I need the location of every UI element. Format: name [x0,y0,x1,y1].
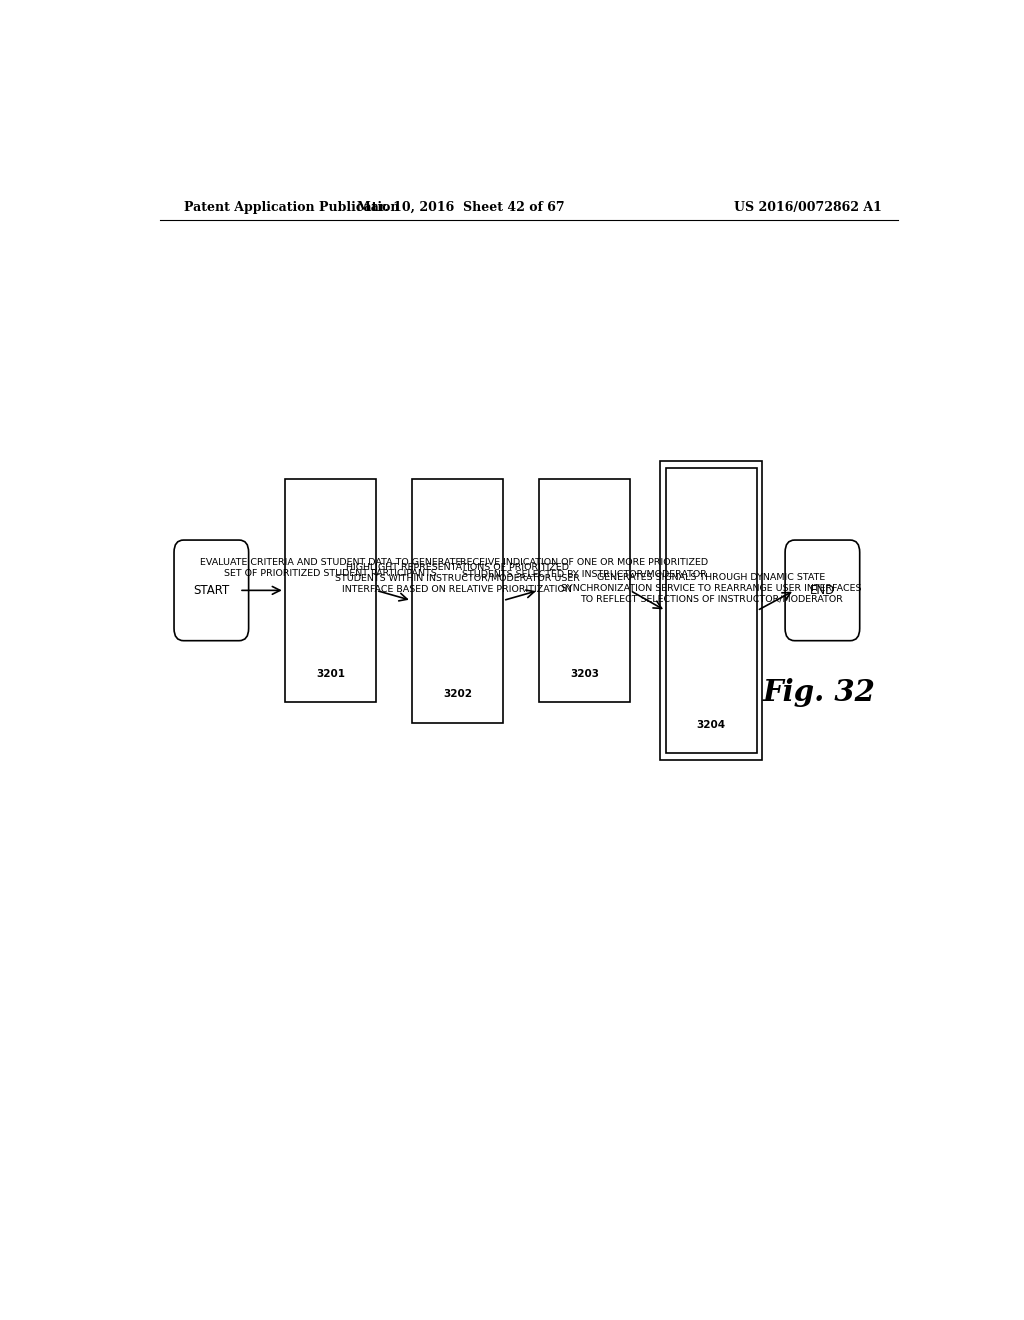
Bar [660,461,763,760]
FancyBboxPatch shape [785,540,860,640]
Bar [412,479,503,722]
Text: END: END [810,583,835,597]
Text: RECEIVE INDICATION OF ONE OR MORE PRIORITIZED
STUDENTS SELECTED BY INSTRUCTOR/MO: RECEIVE INDICATION OF ONE OR MORE PRIORI… [460,558,709,578]
Text: 3204: 3204 [696,719,726,730]
Text: EVALUATE CRITERIA AND STUDENT DATA TO GENERATE
SET OF PRIORITIZED STUDENT PARTIC: EVALUATE CRITERIA AND STUDENT DATA TO GE… [200,558,461,578]
Text: 3201: 3201 [315,669,345,678]
Text: 3202: 3202 [442,689,472,700]
Text: START: START [194,583,229,597]
FancyBboxPatch shape [174,540,249,640]
Text: Mar. 10, 2016  Sheet 42 of 67: Mar. 10, 2016 Sheet 42 of 67 [357,201,565,214]
Text: US 2016/0072862 A1: US 2016/0072862 A1 [734,201,882,214]
Text: GENERATES SIGNALS THROUGH DYNAMIC STATE
SYNCHRONIZATION SERVICE TO REARRANGE USE: GENERATES SIGNALS THROUGH DYNAMIC STATE … [561,573,861,605]
Bar [539,479,630,702]
Bar [285,479,376,702]
Text: Patent Application Publication: Patent Application Publication [183,201,399,214]
Text: 3203: 3203 [569,669,599,678]
Text: HIGHLIGHT REPRESENTATIONS OF PRIORITIZED
STUDENTS WITHIN INSTRUCTOR/MODERATOR US: HIGHLIGHT REPRESENTATIONS OF PRIORITIZED… [335,562,580,594]
Bar [666,469,757,752]
Text: Fig. 32: Fig. 32 [763,677,876,706]
